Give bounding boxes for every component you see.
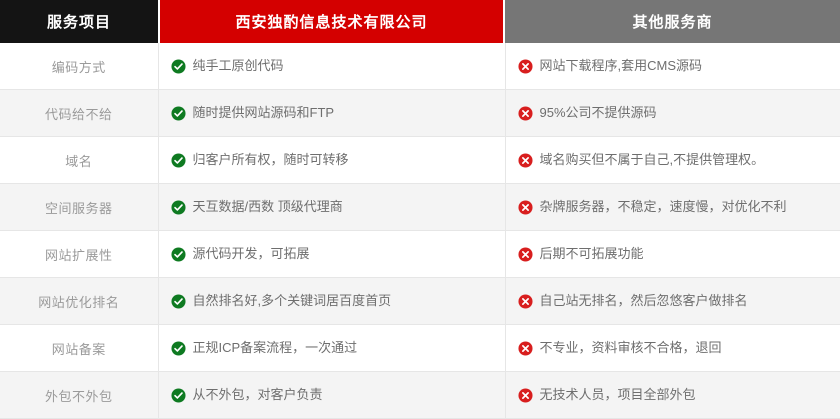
row-label: 域名 [65, 154, 92, 169]
company-cell-inner: 源代码开发，可拓展 [171, 246, 505, 262]
others-cell-inner: 不专业，资料审核不合格，退回 [518, 340, 840, 356]
others-cell-text: 无技术人员，项目全部外包 [540, 387, 696, 403]
others-cell-inner: 自己站无排名，然后忽悠客户做排名 [518, 293, 840, 309]
others-cell-inner: 后期不可拓展功能 [518, 246, 840, 262]
others-cell-text: 后期不可拓展功能 [540, 246, 644, 262]
others-cell: 杂牌服务器，不稳定，速度慢，对优化不利 [505, 184, 840, 231]
row-label-cell: 网站扩展性 [0, 231, 158, 278]
company-cell-inner: 天互数据/西数 顶级代理商 [171, 199, 505, 215]
company-cell-text: 纯手工原创代码 [193, 58, 284, 74]
others-cell: 自己站无排名，然后忽悠客户做排名 [505, 278, 840, 325]
cross-circle-icon [518, 341, 533, 356]
table-row: 外包不外包 从不外包，对客户负责 无技术人员，项目全部外包 [0, 372, 840, 419]
company-cell-text: 自然排名好,多个关键词居百度首页 [193, 293, 392, 309]
company-cell-inner: 纯手工原创代码 [171, 58, 505, 74]
company-cell: 自然排名好,多个关键词居百度首页 [158, 278, 505, 325]
company-cell: 正规ICP备案流程，一次通过 [158, 325, 505, 372]
others-cell: 域名购买但不属于自己,不提供管理权。 [505, 137, 840, 184]
row-label: 外包不外包 [45, 389, 113, 404]
cross-circle-icon [518, 106, 533, 121]
others-cell-inner: 网站下载程序,套用CMS源码 [518, 58, 840, 74]
row-label: 网站扩展性 [45, 248, 113, 263]
company-cell-text: 从不外包，对客户负责 [193, 387, 323, 403]
company-cell-inner: 正规ICP备案流程，一次通过 [171, 340, 505, 356]
table-header: 服务项目 西安独酌信息技术有限公司 其他服务商 [0, 0, 840, 43]
table-row: 编码方式 纯手工原创代码 网站下载程序,套用CMS源码 [0, 43, 840, 90]
others-cell-text: 域名购买但不属于自己,不提供管理权。 [540, 152, 765, 168]
row-label-cell: 编码方式 [0, 43, 158, 90]
row-label: 代码给不给 [45, 107, 113, 122]
check-circle-icon [171, 200, 186, 215]
cross-circle-icon [518, 59, 533, 74]
company-cell-text: 归客户所有权，随时可转移 [193, 152, 349, 168]
cross-circle-icon [518, 294, 533, 309]
company-cell-text: 天互数据/西数 顶级代理商 [193, 199, 343, 215]
company-cell-inner: 自然排名好,多个关键词居百度首页 [171, 293, 505, 309]
row-label-cell: 代码给不给 [0, 90, 158, 137]
header-cell-service: 服务项目 [0, 0, 158, 43]
cross-circle-icon [518, 388, 533, 403]
company-cell: 归客户所有权，随时可转移 [158, 137, 505, 184]
company-cell: 从不外包，对客户负责 [158, 372, 505, 419]
check-circle-icon [171, 106, 186, 121]
company-cell-text: 随时提供网站源码和FTP [193, 105, 335, 121]
company-cell-inner: 从不外包，对客户负责 [171, 387, 505, 403]
others-cell-text: 杂牌服务器，不稳定，速度慢，对优化不利 [540, 199, 787, 215]
others-cell-text: 网站下载程序,套用CMS源码 [540, 58, 703, 74]
table-row: 网站优化排名 自然排名好,多个关键词居百度首页 自己站无排名，然后忽悠客户做排名 [0, 278, 840, 325]
company-cell-text: 源代码开发，可拓展 [193, 246, 310, 262]
others-cell: 不专业，资料审核不合格，退回 [505, 325, 840, 372]
row-label-cell: 外包不外包 [0, 372, 158, 419]
company-cell-inner: 归客户所有权，随时可转移 [171, 152, 505, 168]
others-cell-text: 自己站无排名，然后忽悠客户做排名 [540, 293, 748, 309]
others-cell-inner: 域名购买但不属于自己,不提供管理权。 [518, 152, 840, 168]
table-row: 域名 归客户所有权，随时可转移 域名购买但不属于自己,不提供管理权。 [0, 137, 840, 184]
company-cell: 天互数据/西数 顶级代理商 [158, 184, 505, 231]
check-circle-icon [171, 294, 186, 309]
header-cell-company: 西安独酌信息技术有限公司 [158, 0, 505, 43]
row-label-cell: 空间服务器 [0, 184, 158, 231]
cross-circle-icon [518, 247, 533, 262]
row-label-cell: 网站备案 [0, 325, 158, 372]
check-circle-icon [171, 153, 186, 168]
others-cell-inner: 无技术人员，项目全部外包 [518, 387, 840, 403]
table-row: 网站扩展性 源代码开发，可拓展 后期不可拓展功能 [0, 231, 840, 278]
check-circle-icon [171, 341, 186, 356]
row-label: 编码方式 [52, 60, 106, 75]
company-cell: 纯手工原创代码 [158, 43, 505, 90]
others-cell-inner: 杂牌服务器，不稳定，速度慢，对优化不利 [518, 199, 840, 215]
header-row: 服务项目 西安独酌信息技术有限公司 其他服务商 [0, 0, 840, 43]
others-cell-text: 95%公司不提供源码 [540, 105, 657, 121]
company-cell: 随时提供网站源码和FTP [158, 90, 505, 137]
company-cell-inner: 随时提供网站源码和FTP [171, 105, 505, 121]
others-cell: 95%公司不提供源码 [505, 90, 840, 137]
row-label: 网站优化排名 [38, 295, 119, 310]
header-cell-others: 其他服务商 [505, 0, 840, 43]
row-label: 空间服务器 [45, 201, 113, 216]
cross-circle-icon [518, 153, 533, 168]
row-label-cell: 网站优化排名 [0, 278, 158, 325]
table-row: 空间服务器 天互数据/西数 顶级代理商 杂牌服务器，不稳定，速度慢，对优化不利 [0, 184, 840, 231]
check-circle-icon [171, 388, 186, 403]
row-label-cell: 域名 [0, 137, 158, 184]
company-cell: 源代码开发，可拓展 [158, 231, 505, 278]
cross-circle-icon [518, 200, 533, 215]
table-body: 编码方式 纯手工原创代码 网站下载程序,套用CMS源码代码给不给 随时提供网站源码和F… [0, 43, 840, 419]
others-cell: 网站下载程序,套用CMS源码 [505, 43, 840, 90]
others-cell-inner: 95%公司不提供源码 [518, 105, 840, 121]
check-circle-icon [171, 247, 186, 262]
table-row: 代码给不给 随时提供网站源码和FTP 95%公司不提供源码 [0, 90, 840, 137]
others-cell: 后期不可拓展功能 [505, 231, 840, 278]
table-row: 网站备案 正规ICP备案流程，一次通过 不专业，资料审核不合格，退回 [0, 325, 840, 372]
company-cell-text: 正规ICP备案流程，一次通过 [193, 340, 358, 356]
others-cell-text: 不专业，资料审核不合格，退回 [540, 340, 722, 356]
check-circle-icon [171, 59, 186, 74]
row-label: 网站备案 [52, 342, 106, 357]
others-cell: 无技术人员，项目全部外包 [505, 372, 840, 419]
